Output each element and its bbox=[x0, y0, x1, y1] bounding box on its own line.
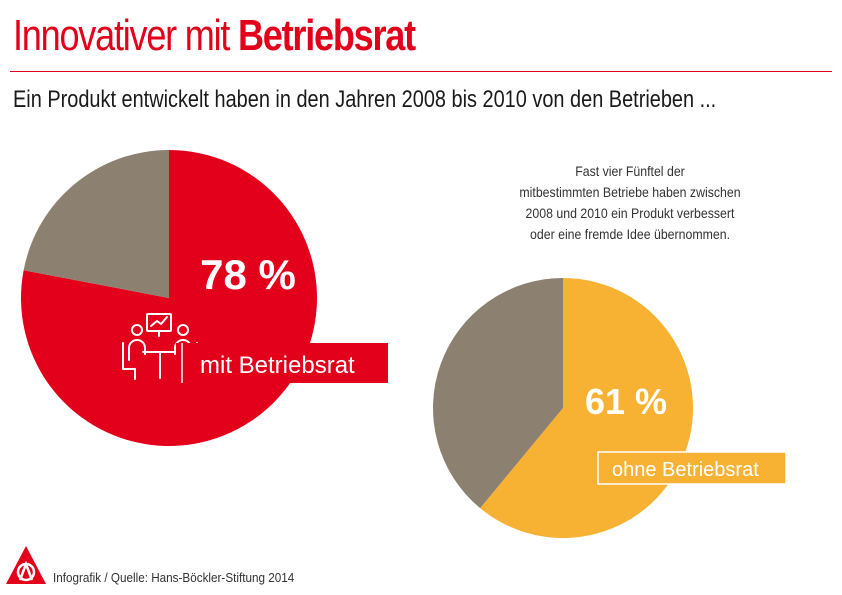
note-line: mitbestimmten Betriebe haben zwischen bbox=[519, 184, 741, 200]
pie1-value-label: 78 % bbox=[200, 251, 296, 298]
annotation-note: Fast vier Fünftel der mitbestimmten Betr… bbox=[516, 161, 745, 245]
page-title: Innovativer mit Betriebsrat bbox=[13, 8, 416, 64]
note-line: 2008 und 2010 ein Produkt verbessert bbox=[525, 205, 735, 221]
pie1-category-label: mit Betriebsrat bbox=[200, 352, 355, 379]
pie1-category-label-box bbox=[176, 343, 388, 383]
pie2-value-label: 61 % bbox=[585, 381, 667, 422]
ig-metall-logo-icon bbox=[6, 546, 46, 584]
note-line: Fast vier Fünftel der bbox=[575, 163, 685, 179]
pie-chart-mit-betriebsrat: 78 % mit Betriebsrat bbox=[21, 150, 388, 446]
title-divider bbox=[10, 71, 832, 72]
pie2-category-label: ohne Betriebsrat bbox=[612, 459, 759, 481]
pie-chart-ohne-betriebsrat: 61 % ohne Betriebsrat bbox=[433, 278, 787, 539]
title-bold: Betriebsrat bbox=[237, 11, 416, 60]
pie2-category-label-box bbox=[597, 451, 787, 485]
source-footer: Infografik / Quelle: Hans-Böckler-Stiftu… bbox=[53, 570, 295, 585]
title-regular: Innovativer mit bbox=[13, 11, 230, 60]
pie1-slice-rest bbox=[23, 150, 169, 298]
pie2-slice-rest bbox=[433, 278, 563, 509]
note-line: oder eine fremde Idee übernommen. bbox=[530, 226, 730, 242]
subtitle: Ein Produkt entwickelt haben in den Jahr… bbox=[13, 86, 717, 113]
